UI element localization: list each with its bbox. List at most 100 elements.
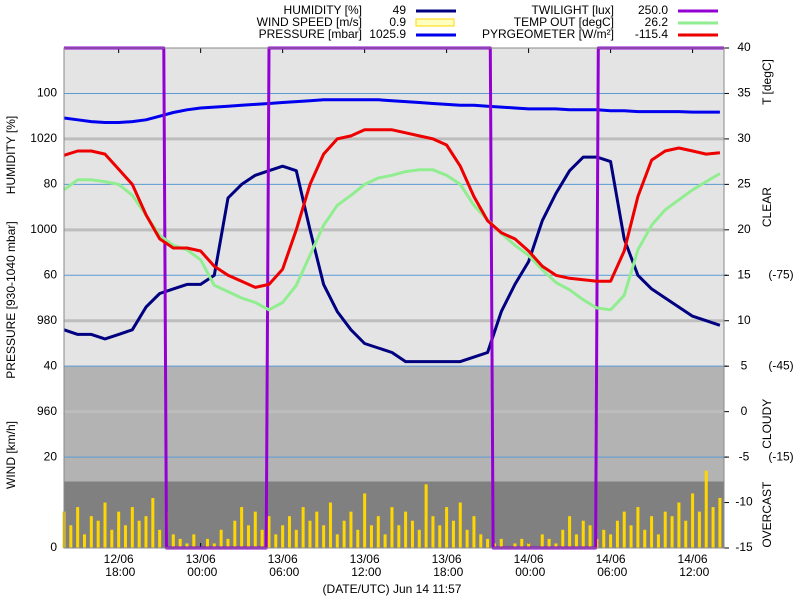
wind-bar xyxy=(677,502,681,548)
wind-bar xyxy=(226,538,230,548)
wind-bar xyxy=(486,538,490,548)
wind-bar xyxy=(472,516,476,548)
wind-bar xyxy=(315,511,319,548)
wind-bar xyxy=(554,543,558,548)
wind-bar xyxy=(69,525,73,548)
wind-bar xyxy=(670,516,674,548)
wind-bar xyxy=(438,525,442,548)
wind-bar xyxy=(219,529,223,548)
humidity-axis-title: HUMIDITY [%] xyxy=(4,116,18,194)
sky-zone-label: OVERCAST xyxy=(760,481,774,548)
y-axis-title: T [degC] xyxy=(760,59,774,105)
wind-bar xyxy=(568,516,572,548)
y-tick-label: 5 xyxy=(741,358,748,372)
wind-bar xyxy=(281,525,285,548)
wind-bar xyxy=(629,525,633,548)
wind-bar xyxy=(540,534,544,548)
pyr-tick-label: (-75) xyxy=(768,267,793,281)
wind-bar xyxy=(588,525,592,548)
wind-bar xyxy=(656,534,660,548)
wind-bar xyxy=(369,525,373,548)
wind-bar xyxy=(144,516,148,548)
wind-bar xyxy=(390,507,394,548)
wind-bar xyxy=(684,520,688,548)
wind-bar xyxy=(609,534,613,548)
legend-label: TEMP OUT [degC] xyxy=(514,15,614,29)
wind-bar xyxy=(267,516,271,548)
wind-bar xyxy=(363,493,367,548)
x-tick-label: 13/06 00:00 xyxy=(184,552,218,579)
wind-bar xyxy=(274,534,278,548)
wind-bar xyxy=(718,498,722,548)
legend-label: PYRGEOMETER [W/m²] xyxy=(482,27,614,41)
wind-bar xyxy=(328,502,332,548)
wind-bar xyxy=(240,507,244,548)
y-tick-label: 15 xyxy=(737,267,751,281)
wind-bar xyxy=(636,507,640,548)
wind-bar xyxy=(253,511,257,548)
wind-bar xyxy=(574,534,578,548)
wind-bar xyxy=(383,534,387,548)
wind-bar xyxy=(404,511,408,548)
sky-zone xyxy=(64,366,724,482)
wind-bar xyxy=(301,507,305,548)
wind-bar xyxy=(117,511,121,548)
y-tick-label: 1000 xyxy=(30,222,57,236)
y-tick-label: 960 xyxy=(37,404,57,418)
wind-bar xyxy=(342,520,346,548)
wind-bar xyxy=(82,534,86,548)
wind-bar xyxy=(110,529,114,548)
wind-bar xyxy=(622,511,626,548)
pyr-tick-label: (-45) xyxy=(768,358,793,372)
wind-bar xyxy=(376,516,380,548)
wind-bar xyxy=(479,534,483,548)
legend-value: 1025.9 xyxy=(369,27,406,41)
x-tick-label: 13/06 12:00 xyxy=(348,552,382,579)
y-tick-label: 20 xyxy=(737,222,751,236)
wind-bar xyxy=(322,525,326,548)
wind-bar xyxy=(294,529,298,548)
series-line xyxy=(63,155,721,364)
wind-bar xyxy=(650,516,654,548)
wind-bar xyxy=(663,511,667,548)
y-tick-label: -5 xyxy=(739,449,750,463)
x-tick-label: 12/06 18:00 xyxy=(102,552,136,579)
wind-bar xyxy=(192,534,196,548)
x-tick-label: 13/06 18:00 xyxy=(430,552,464,579)
wind-bar xyxy=(520,538,524,548)
y-tick-label: 40 xyxy=(737,40,751,54)
wind-bar xyxy=(335,534,339,548)
wind-bar xyxy=(615,520,619,548)
legend-value: 49 xyxy=(393,3,407,17)
legend-label: WIND SPEED [m/s] xyxy=(257,15,362,29)
wind-bar xyxy=(711,507,715,548)
wind-bar xyxy=(691,493,695,548)
y-tick-label: 35 xyxy=(737,86,751,100)
wind-bar xyxy=(547,538,551,548)
wind-bar xyxy=(397,525,401,548)
y-tick-label: 0 xyxy=(741,404,748,418)
legend-value: 0.9 xyxy=(389,15,406,29)
x-tick-label: 14/06 00:00 xyxy=(512,552,546,579)
y-tick-label: 1020 xyxy=(30,131,57,145)
wind-bar xyxy=(76,507,80,548)
wind-bar xyxy=(499,538,503,548)
x-tick-label: 14/06 06:00 xyxy=(594,552,628,579)
legend-label: TWILIGHT [lux] xyxy=(532,3,614,17)
y-tick-label: 30 xyxy=(737,131,751,145)
y-tick-label: 40 xyxy=(44,358,58,372)
legend-swatch xyxy=(415,18,455,27)
wind-bar xyxy=(158,529,162,548)
wind-bar xyxy=(581,520,585,548)
y-tick-label: 25 xyxy=(737,177,751,191)
wind-bar xyxy=(178,538,182,548)
wind-bar xyxy=(602,529,606,548)
plot-frame xyxy=(63,47,725,549)
wind-bar xyxy=(151,498,155,548)
wind-bar xyxy=(513,543,517,548)
wind-bar xyxy=(260,529,264,548)
wind-bar xyxy=(424,484,428,548)
wind-bar xyxy=(410,520,414,548)
x-tick-label: 14/06 12:00 xyxy=(676,552,710,579)
